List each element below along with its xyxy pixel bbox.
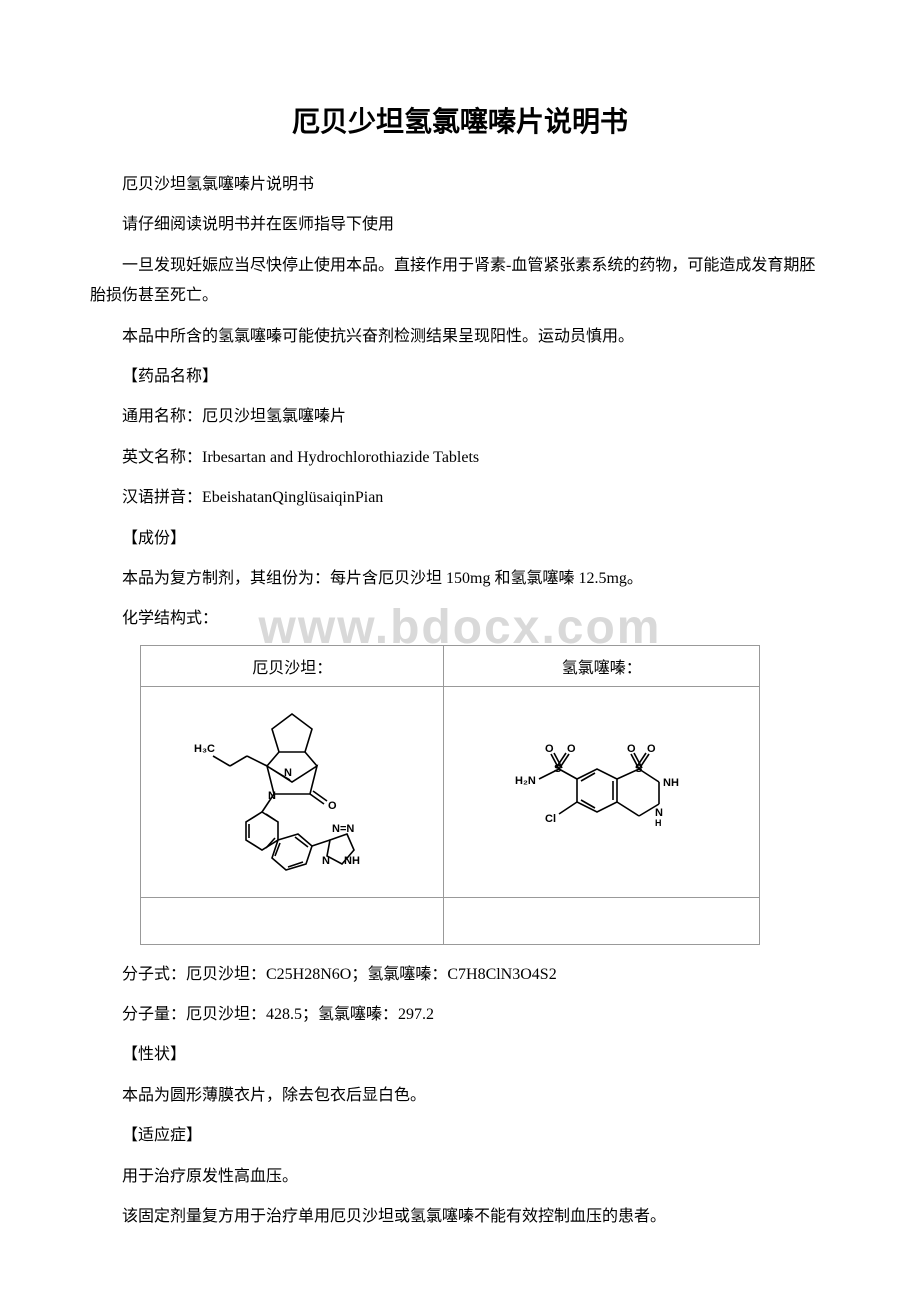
svg-text:Cl: Cl [545, 813, 556, 825]
svg-text:O: O [545, 743, 554, 755]
structure-table: 厄贝沙坦： 氢氯噻嗪： [140, 645, 760, 945]
table-empty-left [141, 897, 444, 944]
svg-text:S: S [635, 763, 642, 775]
section-character: 【性状】 [90, 1040, 830, 1070]
section-drugname: 【药品名称】 [90, 362, 830, 392]
para-appearance: 本品为圆形薄膜衣片，除去包衣后显白色。 [90, 1081, 830, 1111]
para-structure-label: 化学结构式： [90, 604, 830, 634]
para-composition: 本品为复方制剂，其组份为：每片含厄贝沙坦 150mg 和氢氯噻嗪 12.5mg。 [90, 564, 830, 594]
svg-text:H: H [655, 818, 662, 828]
svg-text:NH: NH [663, 777, 679, 789]
svg-text:S: S [554, 763, 561, 775]
section-indication: 【适应症】 [90, 1121, 830, 1151]
para-athlete-warning: 本品中所含的氢氯噻嗪可能使抗兴奋剂检测结果呈现阳性。运动员慎用。 [90, 322, 830, 352]
svg-text:O: O [328, 800, 337, 812]
para-subtitle: 厄贝沙坦氢氯噻嗪片说明书 [90, 170, 830, 200]
structure-irbesartan: H₃C N N O N=N N NH [141, 686, 444, 897]
para-pinyin: 汉语拼音：EbeishatanQinglüsaiqinPian [90, 483, 830, 513]
hctz-structure-icon: O O S H₂N O O S NH N H Cl [487, 724, 717, 854]
svg-text:O: O [647, 743, 656, 755]
table-empty-right [444, 897, 760, 944]
para-pregnancy-warning: 一旦发现妊娠应当尽快停止使用本品。直接作用于肾素-血管紧张素系统的药物，可能造成… [90, 251, 830, 312]
document-content: 厄贝少坦氢氯噻嗪片说明书 厄贝沙坦氢氯噻嗪片说明书 请仔细阅读说明书并在医师指导… [90, 100, 830, 1232]
table-header-irbesartan: 厄贝沙坦： [141, 645, 444, 686]
document-title: 厄贝少坦氢氯噻嗪片说明书 [90, 100, 830, 140]
irbesartan-structure-icon: H₃C N N O N=N N NH [182, 704, 402, 874]
para-indication-2: 该固定剂量复方用于治疗单用厄贝沙坦或氢氯噻嗪不能有效控制血压的患者。 [90, 1202, 830, 1232]
svg-text:N=N: N=N [332, 823, 354, 835]
table-header-hctz: 氢氯噻嗪： [444, 645, 760, 686]
para-generic-name: 通用名称：厄贝沙坦氢氯噻嗪片 [90, 402, 830, 432]
svg-text:H₃C: H₃C [194, 743, 215, 755]
para-molecular-weight: 分子量：厄贝沙坦：428.5；氢氯噻嗪：297.2 [90, 1000, 830, 1030]
svg-text:H₂N: H₂N [515, 775, 536, 787]
section-ingredients: 【成份】 [90, 524, 830, 554]
para-molecular-formula: 分子式：厄贝沙坦：C25H28N6O；氢氯噻嗪：C7H8ClN3O4S2 [90, 960, 830, 990]
svg-text:NH: NH [344, 855, 360, 867]
svg-text:N: N [322, 855, 330, 867]
svg-text:O: O [567, 743, 576, 755]
svg-text:O: O [627, 743, 636, 755]
svg-text:N: N [284, 767, 292, 779]
structure-hctz: O O S H₂N O O S NH N H Cl [444, 686, 760, 897]
para-english-name: 英文名称：Irbesartan and Hydrochlorothiazide … [90, 443, 830, 473]
para-indication-1: 用于治疗原发性高血压。 [90, 1162, 830, 1192]
para-instruction: 请仔细阅读说明书并在医师指导下使用 [90, 210, 830, 240]
svg-text:N: N [268, 790, 276, 802]
